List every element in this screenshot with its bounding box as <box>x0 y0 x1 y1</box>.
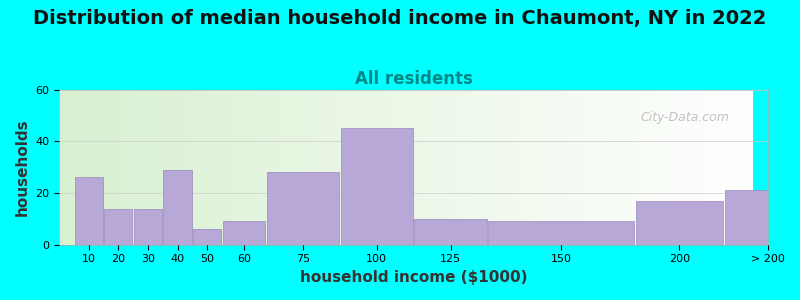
Bar <box>222 221 266 245</box>
Bar <box>414 219 487 245</box>
Bar <box>193 229 221 245</box>
Text: City-Data.com: City-Data.com <box>641 111 730 124</box>
X-axis label: household income ($1000): household income ($1000) <box>300 270 527 285</box>
Bar <box>636 201 723 245</box>
Bar <box>725 190 800 245</box>
Text: Distribution of median household income in Chaumont, NY in 2022: Distribution of median household income … <box>34 9 766 28</box>
Bar <box>75 178 103 245</box>
Title: All residents: All residents <box>354 70 473 88</box>
Bar <box>267 172 339 245</box>
Y-axis label: households: households <box>15 118 30 216</box>
Bar <box>105 208 133 245</box>
Bar <box>341 128 413 245</box>
Bar <box>163 170 191 245</box>
Bar <box>134 208 162 245</box>
Bar <box>488 221 634 245</box>
